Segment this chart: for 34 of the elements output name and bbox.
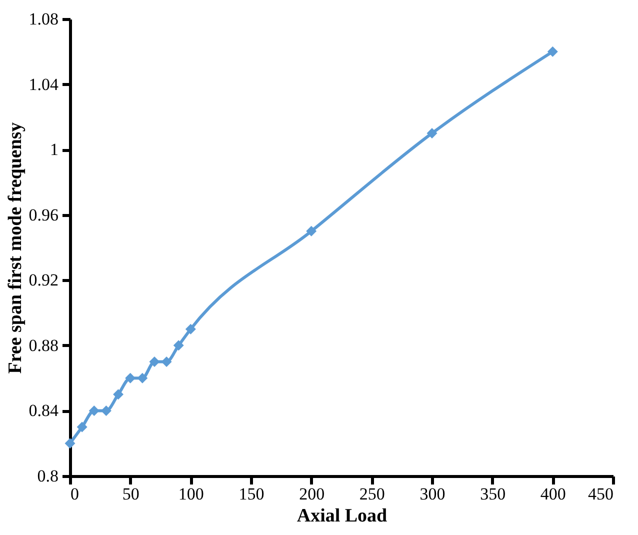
x-tick-label: 250 xyxy=(359,484,385,504)
y-axis-title: Free span first mode frequensy xyxy=(4,122,26,374)
point xyxy=(113,389,124,400)
y-tick-label: 0.84 xyxy=(28,401,59,420)
y-tick-label: 1.04 xyxy=(28,74,59,94)
x-tick-label: 0 xyxy=(70,484,79,504)
point xyxy=(149,356,160,367)
x-tick-label: 400 xyxy=(540,484,566,504)
y-tick-label: 1 xyxy=(50,140,58,160)
y-tick-label: 0.96 xyxy=(28,205,58,224)
point xyxy=(426,128,438,138)
y-tick-label: 1.08 xyxy=(28,10,58,28)
x-axis-title: Axial Load xyxy=(296,506,388,526)
point xyxy=(76,422,88,432)
point xyxy=(125,372,136,384)
point xyxy=(185,324,196,334)
x-tick-label: 450 xyxy=(588,484,614,504)
x-tick-label: 150 xyxy=(238,484,264,504)
point xyxy=(100,405,112,416)
point xyxy=(306,226,317,236)
y-tick-label: 0.88 xyxy=(28,336,58,355)
x-tick-label: 200 xyxy=(299,484,325,504)
y-tick-label: 0.92 xyxy=(28,270,58,290)
point xyxy=(547,46,558,57)
point xyxy=(64,438,76,449)
point xyxy=(88,405,100,416)
x-tick-label: 300 xyxy=(420,484,446,504)
y-tick-label: 0.8 xyxy=(37,466,58,486)
x-tick-label: 100 xyxy=(178,484,204,504)
x-tick-label: 50 xyxy=(122,484,140,504)
point xyxy=(137,372,148,384)
point xyxy=(161,356,172,367)
x-tick-label: 350 xyxy=(480,484,506,504)
point xyxy=(173,340,184,351)
